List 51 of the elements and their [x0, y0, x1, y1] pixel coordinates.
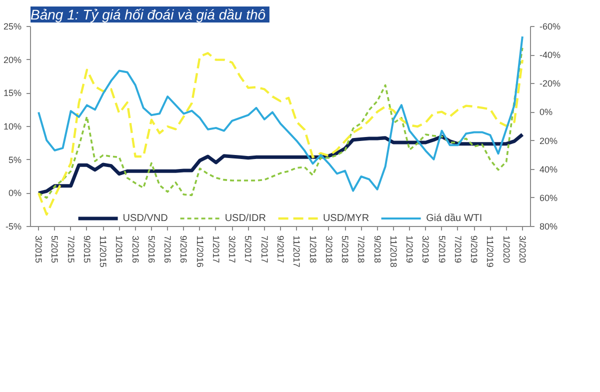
- x-tick-label: 11/2016: [194, 236, 205, 268]
- x-tick-label: 1/2018: [308, 236, 318, 264]
- x-tick-label: 1/2017: [210, 236, 221, 264]
- y-tick-label: 15%: [3, 88, 22, 98]
- x-tick-label: 5/2015: [50, 236, 60, 264]
- legend-label: USD/MYR: [322, 212, 370, 224]
- legend-label: USD/IDR: [224, 212, 266, 224]
- y2-tick-label: 60%: [540, 192, 558, 203]
- legend-label: Giá dầu WTI: [426, 212, 482, 224]
- x-tick-label: 1/2020: [501, 236, 512, 264]
- x-tick-label: 7/2015: [66, 236, 76, 264]
- y2-tick-label: 80%: [540, 222, 558, 232]
- y-tick-label: 20%: [3, 54, 22, 65]
- x-tick-label: 5/2017: [243, 236, 254, 264]
- x-tick-label: 1/2019: [404, 236, 415, 264]
- y-tick-label: 0%: [8, 188, 22, 198]
- x-tick-label: 7/2016: [162, 236, 173, 264]
- x-tick-label: 3/2018: [324, 236, 334, 264]
- x-tick-label: 3/2020: [517, 236, 528, 264]
- x-tick-label: 11/2018: [388, 236, 398, 268]
- legend-label: USD/VND: [122, 212, 168, 224]
- y-tick-label: 5%: [8, 154, 22, 165]
- x-tick-label: 9/2019: [469, 236, 480, 264]
- x-tick-label: 3/2016: [130, 236, 140, 264]
- x-tick-label: 7/2019: [452, 236, 463, 264]
- x-tick-label: 11/2017: [292, 236, 302, 268]
- x-tick-label: 5/2016: [146, 236, 156, 264]
- x-tick-label: 1/2016: [114, 236, 124, 264]
- x-tick-label: 7/2018: [356, 236, 366, 264]
- x-tick-label: 3/2019: [420, 236, 431, 264]
- x-tick-label: 9/2015: [82, 236, 92, 264]
- x-tick-label: 5/2018: [340, 236, 350, 264]
- x-tick-label: 11/2019: [485, 236, 496, 268]
- x-tick-label: 9/2018: [372, 236, 382, 264]
- chart-title: Bảng 1: Tỷ giá hối đoái và giá dầu thô: [30, 6, 266, 22]
- x-tick-label: 5/2019: [436, 236, 447, 264]
- y-tick-label: -5%: [5, 222, 22, 232]
- x-tick-label: 3/2017: [227, 236, 238, 264]
- y-tick-label: 10%: [3, 122, 22, 132]
- x-tick-label: 9/2016: [178, 236, 189, 264]
- y2-tick-label: -40%: [540, 50, 561, 60]
- x-tick-label: 7/2017: [259, 236, 270, 264]
- x-tick-label: 9/2017: [276, 236, 286, 264]
- x-tick-label: 11/2015: [98, 236, 108, 268]
- y2-tick-label: 0%: [540, 107, 553, 118]
- y-tick-label: 25%: [3, 22, 22, 32]
- y2-tick-label: -60%: [540, 22, 561, 32]
- y2-tick-label: 40%: [540, 164, 558, 174]
- y2-tick-label: 20%: [540, 136, 558, 146]
- y2-tick-label: -20%: [540, 78, 561, 89]
- x-tick-label: 3/2015: [34, 236, 44, 264]
